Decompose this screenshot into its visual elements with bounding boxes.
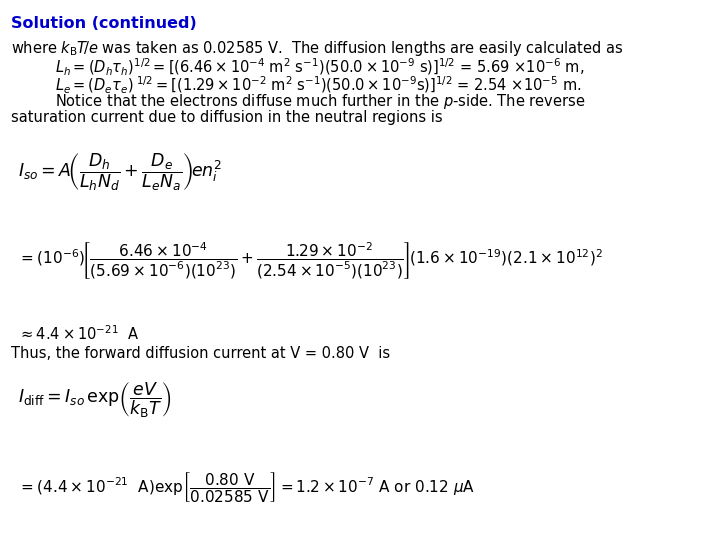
Text: $L_e = (D_e\tau_e)^{\ 1/2} = [(1.29 \times 10^{-2}$ m$^2$ s$^{-1})(50.0 \times 1: $L_e = (D_e\tau_e)^{\ 1/2} = [(1.29 \tim… (55, 75, 581, 96)
Text: where $k_\mathrm{B}T\!/e$ was taken as 0.02585 V.  The diffusion lengths are eas: where $k_\mathrm{B}T\!/e$ was taken as 0… (11, 39, 624, 58)
Text: $I_{\mathrm{diff}} = I_{so}\,\exp\!\left(\dfrac{eV}{k_\mathrm{B}T}\right)$: $I_{\mathrm{diff}} = I_{so}\,\exp\!\left… (18, 381, 171, 420)
Text: Thus, the forward diffusion current at V = 0.80 V  is: Thus, the forward diffusion current at V… (11, 346, 390, 361)
Text: $= (10^{-6})\!\left[\dfrac{6.46\times10^{-4}}{(5.69\times10^{-6})(10^{23})} + \d: $= (10^{-6})\!\left[\dfrac{6.46\times10^… (18, 240, 603, 281)
Text: $I_{so} = A\!\left(\dfrac{D_h}{L_h N_d} + \dfrac{D_e}{L_e N_a}\right)\!en_i^2$: $I_{so} = A\!\left(\dfrac{D_h}{L_h N_d} … (18, 151, 222, 193)
Text: $L_h = (D_h\tau_h)^{1/2} = [(6.46 \times 10^{-4}$ m$^2$ s$^{-1})(50.0 \times 10^: $L_h = (D_h\tau_h)^{1/2} = [(6.46 \times… (55, 57, 584, 78)
Text: Solution (continued): Solution (continued) (11, 16, 197, 31)
Text: saturation current due to diffusion in the neutral regions is: saturation current due to diffusion in t… (11, 110, 442, 125)
Text: $= (4.4\times10^{-21}$  A$)\exp\!\left[\dfrac{0.80\ \mathrm{V}}{0.02585\ \mathrm: $= (4.4\times10^{-21}$ A$)\exp\!\left[\d… (18, 470, 475, 504)
Text: $\approx 4.4\times10^{-21}$  A: $\approx 4.4\times10^{-21}$ A (18, 324, 139, 343)
Text: Notice that the electrons diffuse much further in the $p$-side. The reverse: Notice that the electrons diffuse much f… (55, 92, 585, 111)
